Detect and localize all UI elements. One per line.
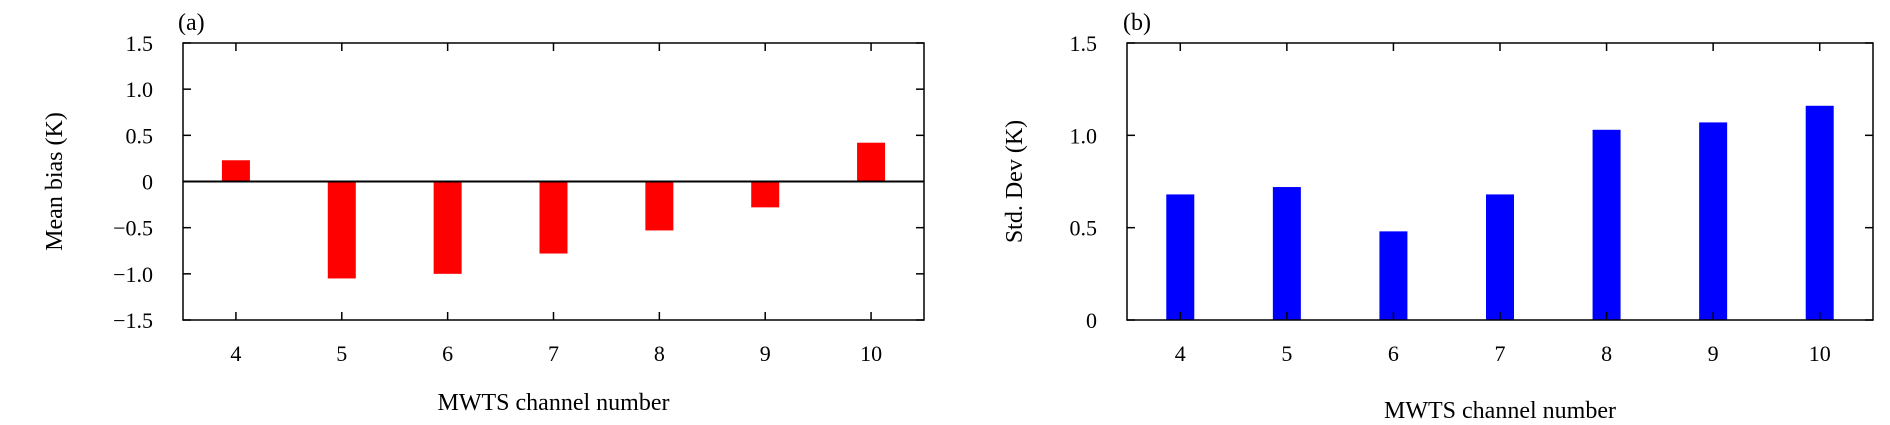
bar-channel-9 xyxy=(1699,122,1728,320)
x-axis-label: MWTS channel number xyxy=(438,390,670,416)
bar-channel-4 xyxy=(1166,194,1195,320)
x-axis-label: MWTS channel number xyxy=(1384,398,1616,424)
y-axis-label: Mean bias (K) xyxy=(42,112,68,251)
y-tick-label: 1.0 xyxy=(1070,123,1098,148)
x-tick-label: 10 xyxy=(860,341,882,366)
x-tick-label: 4 xyxy=(230,341,241,366)
y-axis-label: Std. Dev (K) xyxy=(1002,120,1028,243)
bar-channel-5 xyxy=(327,181,356,279)
x-tick-label: 10 xyxy=(1809,341,1831,366)
bar-channel-10 xyxy=(1805,105,1834,320)
x-tick-label: 8 xyxy=(654,341,665,366)
bar-channel-8 xyxy=(1592,129,1621,320)
bar-channel-7 xyxy=(1486,194,1514,320)
bar-channel-8 xyxy=(645,181,674,231)
x-tick-label: 5 xyxy=(1281,341,1292,366)
x-tick-label: 6 xyxy=(1388,341,1399,366)
bar-channel-6 xyxy=(1379,231,1408,320)
panel-label: (a) xyxy=(178,10,205,36)
bar-channel-4 xyxy=(221,160,250,182)
y-tick-label: −0.5 xyxy=(113,216,153,241)
x-tick-label: 4 xyxy=(1175,341,1186,366)
x-tick-label: 9 xyxy=(760,341,771,366)
x-tick-label: 8 xyxy=(1601,341,1612,366)
y-tick-label: 1.5 xyxy=(126,31,154,56)
y-tick-label: 0 xyxy=(1086,308,1097,333)
bar-channel-9 xyxy=(751,181,780,208)
panel-a: −1.5 −1.0 −0.5 0 0.5 1.0 1.5 4 5 6 7 8 9 10 MWTS chann… xyxy=(42,10,925,416)
bar-channel-6 xyxy=(433,181,462,274)
x-tick-label: 7 xyxy=(1495,341,1506,366)
panel-label: (b) xyxy=(1123,10,1151,36)
bar-channel-10 xyxy=(857,142,886,182)
y-tick-label: 0.5 xyxy=(1070,216,1098,241)
bar-channel-7 xyxy=(539,181,568,254)
x-tick-label: 5 xyxy=(336,341,347,366)
y-tick-label: 0.5 xyxy=(126,123,154,148)
x-tick-label: 7 xyxy=(548,341,559,366)
panel-b: 0 0.5 1.0 1.5 4 5 6 7 8 9 10 MWTS channel number Std… xyxy=(1002,10,1874,424)
y-tick-label: 1.0 xyxy=(126,77,154,102)
y-tick-label: 0 xyxy=(142,170,153,195)
y-tick-label: −1.5 xyxy=(113,308,153,333)
y-tick-label: −1.0 xyxy=(113,262,153,287)
x-tick-label: 9 xyxy=(1708,341,1719,366)
x-tick-label: 6 xyxy=(442,341,453,366)
y-tick-label: 1.5 xyxy=(1070,31,1098,56)
bar-channel-5 xyxy=(1272,187,1301,320)
